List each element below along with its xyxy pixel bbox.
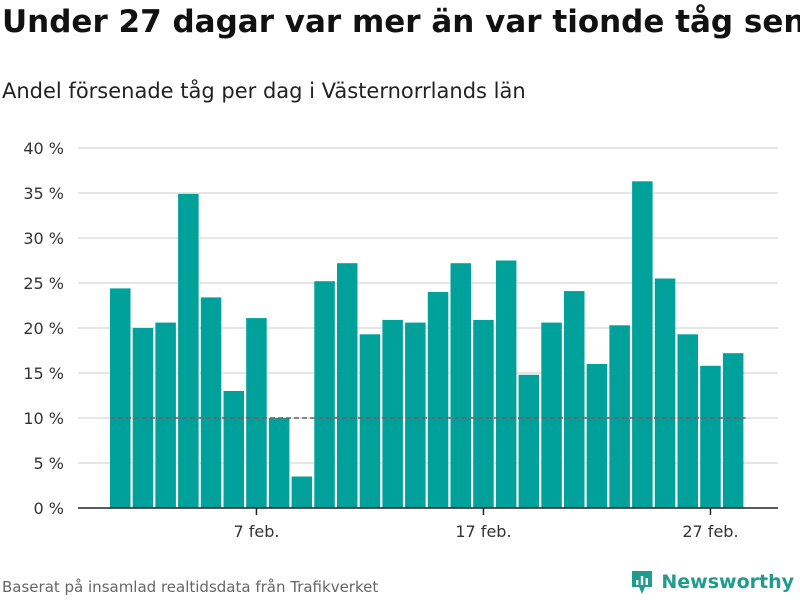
y-tick-label: 0 % bbox=[34, 499, 64, 518]
bar bbox=[314, 281, 335, 508]
x-tick-label: 27 feb. bbox=[682, 522, 738, 541]
chart-subtitle: Andel försenade tåg per dag i Västernorr… bbox=[2, 79, 526, 103]
bar bbox=[541, 322, 562, 508]
y-tick-label: 20 % bbox=[23, 319, 64, 338]
y-tick-label: 25 % bbox=[23, 274, 64, 293]
bar bbox=[268, 418, 290, 508]
y-tick-label: 35 % bbox=[23, 184, 64, 203]
bar bbox=[450, 263, 471, 508]
bar bbox=[246, 318, 267, 508]
bar bbox=[677, 334, 698, 508]
bar bbox=[178, 193, 199, 508]
bar bbox=[291, 476, 313, 508]
y-tick-label: 40 % bbox=[23, 139, 64, 158]
bar bbox=[609, 325, 630, 508]
bar bbox=[223, 391, 244, 508]
bar bbox=[110, 288, 131, 508]
bar bbox=[382, 319, 403, 508]
brand-name: Newsworthy bbox=[661, 571, 794, 593]
bar bbox=[564, 291, 585, 508]
y-tick-label: 5 % bbox=[34, 454, 64, 473]
bar bbox=[495, 260, 517, 508]
bar bbox=[427, 292, 449, 508]
bar bbox=[405, 322, 426, 508]
x-tick-label: 17 feb. bbox=[455, 522, 511, 541]
x-tick-label: 7 feb. bbox=[233, 522, 279, 541]
axes: 0 % 5 % 10 % 15 % 20 % 25 % 30 % 35 % 40 % 7 feb.… bbox=[23, 139, 778, 541]
bars bbox=[110, 181, 744, 509]
y-tick-label: 15 % bbox=[23, 364, 64, 383]
bar bbox=[337, 263, 358, 508]
bar bbox=[155, 322, 176, 508]
source-note: Baserat på insamlad realtidsdata från Tr… bbox=[2, 578, 379, 596]
y-tick-label: 30 % bbox=[23, 229, 64, 248]
bar bbox=[518, 374, 540, 508]
bar bbox=[200, 297, 222, 508]
bar bbox=[654, 278, 676, 508]
bar bbox=[722, 353, 744, 508]
bar bbox=[700, 365, 721, 508]
bar bbox=[359, 334, 381, 508]
newsworthy-logo-icon bbox=[632, 571, 653, 594]
newsworthy-logo: Newsworthy bbox=[629, 568, 794, 596]
bar bbox=[632, 181, 653, 509]
bar bbox=[586, 364, 608, 508]
y-tick-label: 10 % bbox=[23, 409, 64, 428]
bar bbox=[473, 319, 494, 508]
chart-title: Under 27 dagar var mer än var tionde tåg… bbox=[2, 4, 800, 40]
